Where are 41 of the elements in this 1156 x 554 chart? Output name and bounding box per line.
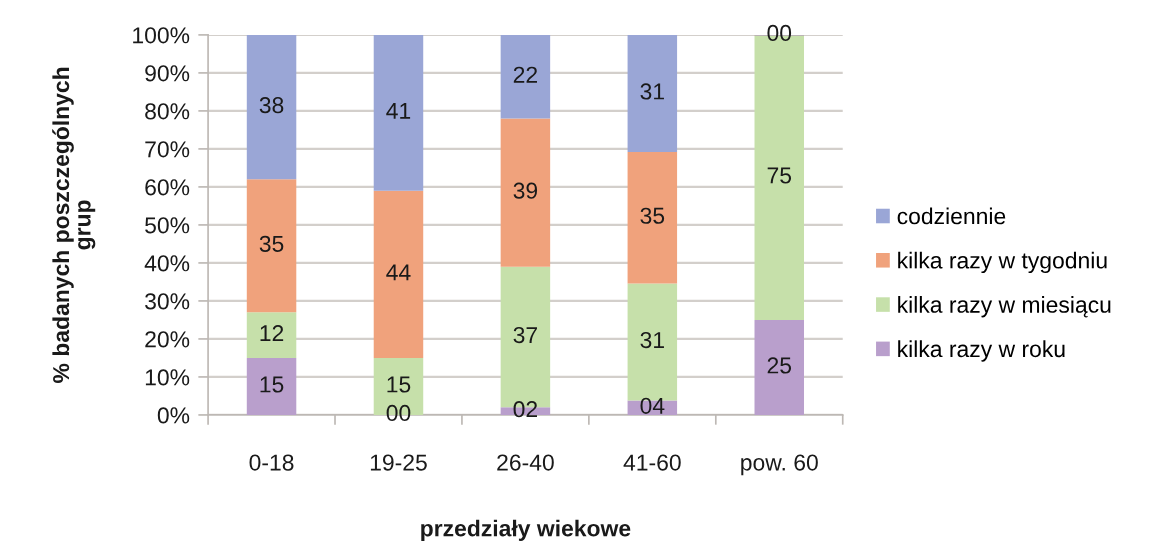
- data-label: 00: [767, 24, 792, 42]
- data-label: 31: [640, 83, 664, 100]
- y-tick-label: 30%: [145, 293, 190, 310]
- data-label: 12: [260, 325, 284, 342]
- data-label: 25: [767, 357, 792, 374]
- data-label: 38: [259, 97, 284, 114]
- x-tick-label: 19-25: [370, 454, 427, 471]
- y-tick-label: 40%: [144, 255, 190, 272]
- data-label: 15: [260, 376, 284, 393]
- y-tick-label: 80%: [145, 103, 190, 120]
- data-label: 39: [513, 182, 538, 199]
- data-label: 75: [767, 167, 792, 184]
- x-tick-label: 0-18: [249, 454, 294, 471]
- legend-label: codziennie: [897, 207, 1006, 225]
- data-label: 22: [513, 66, 537, 83]
- data-label: 04: [640, 397, 665, 414]
- y-tick-label: 90%: [145, 65, 190, 82]
- x-tick-label: 41-60: [623, 454, 681, 471]
- data-label: 35: [259, 235, 284, 252]
- legend-label: kilka razy w tygodniu: [898, 251, 1107, 274]
- data-label: 00: [386, 404, 411, 422]
- data-label: 35: [640, 207, 665, 224]
- y-tick-label: 10%: [145, 369, 190, 386]
- x-tick-label: 26-40: [497, 454, 554, 471]
- y-tick-label: 100%: [133, 27, 190, 44]
- y-tick-label: 20%: [145, 331, 190, 348]
- y-tick-label: 60%: [145, 179, 190, 196]
- data-label: 41: [386, 102, 411, 119]
- data-label: 37: [513, 326, 537, 344]
- y-tick-label: 70%: [145, 141, 190, 158]
- y-tick-label: 0%: [157, 407, 190, 424]
- data-label: 44: [386, 264, 411, 281]
- legend-label: kilka razy w miesiącu: [898, 296, 1111, 318]
- legend-label: kilka razy w roku: [898, 340, 1065, 362]
- data-label: 31: [640, 331, 664, 349]
- x-axis-title: przedziały wiekowe: [421, 519, 631, 541]
- y-tick-label: 50%: [145, 217, 190, 234]
- data-label: 15: [387, 376, 411, 393]
- y-axis-title: % badanych poszczególnych grup: [52, 67, 96, 383]
- data-label: 02: [513, 401, 537, 418]
- x-tick-label: pow. 60: [741, 454, 818, 476]
